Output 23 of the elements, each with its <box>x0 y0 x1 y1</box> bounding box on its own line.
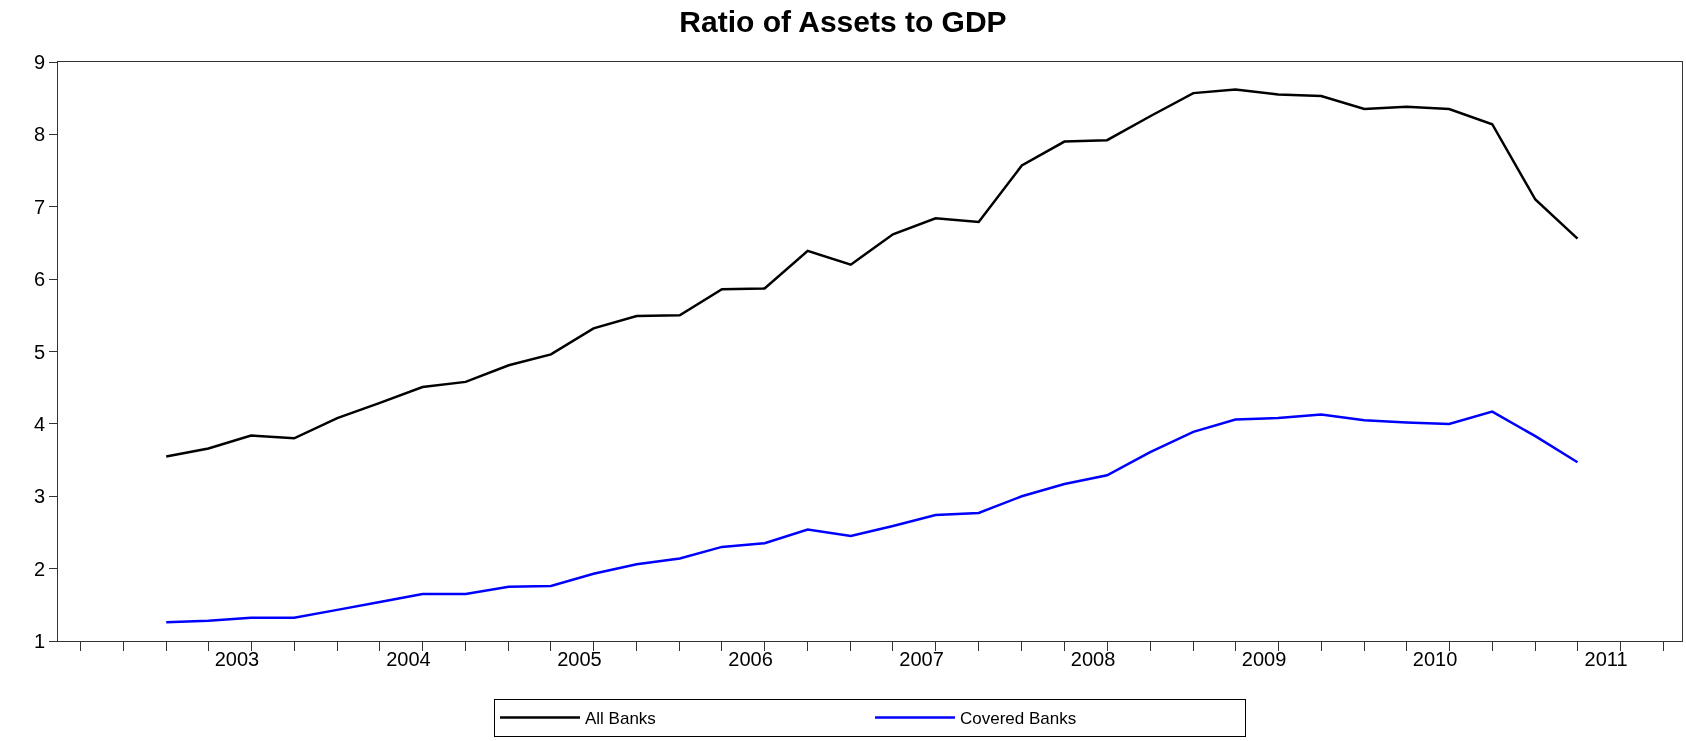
y-tick-label: 7 <box>33 195 45 218</box>
line-series <box>164 88 1579 458</box>
line-series <box>164 410 1579 624</box>
x-tick-label: 2008 <box>1070 648 1116 670</box>
y-tick-label: 8 <box>33 123 45 146</box>
x-tick-label: 2006 <box>728 648 773 670</box>
y-tick-label: 2 <box>33 557 45 580</box>
chart-title: Ratio of Assets to GDP <box>679 5 1007 39</box>
legend-label: Covered Banks <box>960 709 1077 729</box>
y-tick-label: 3 <box>33 485 45 508</box>
x-tick-label: 2010 <box>1412 648 1458 670</box>
x-tick-label: 2011 <box>1584 648 1628 670</box>
y-tick-label: 6 <box>33 268 45 291</box>
x-tick-label: 2007 <box>899 648 944 670</box>
y-tick-label: 4 <box>33 412 45 435</box>
y-tick-label: 1 <box>33 630 45 652</box>
x-tick-label: 2004 <box>386 648 431 670</box>
y-tick-label: 5 <box>33 340 45 363</box>
x-tick-label: 2009 <box>1241 648 1287 670</box>
x-tick-label: 2003 <box>214 648 260 670</box>
x-tick-label: 2005 <box>557 648 602 670</box>
y-tick-label: 9 <box>33 51 45 73</box>
legend-label: All Banks <box>585 709 656 729</box>
